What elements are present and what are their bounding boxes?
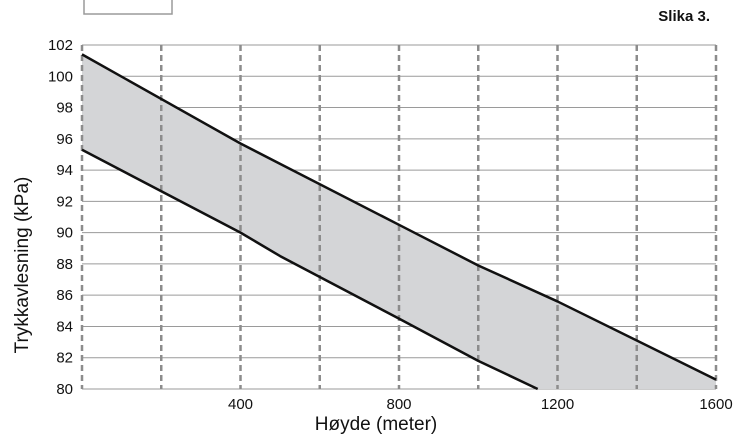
y-axis-tick-labels: 80 82 84 86 88 90 92 94 96 98 100 102 bbox=[48, 37, 73, 398]
x-tick-1200: 1200 bbox=[541, 396, 574, 413]
series-lines bbox=[81, 53, 717, 391]
y-tick-102: 102 bbox=[48, 37, 73, 54]
y-tick-92: 92 bbox=[56, 193, 73, 210]
y-tick-86: 86 bbox=[56, 287, 73, 304]
y-tick-94: 94 bbox=[56, 162, 73, 179]
y-tick-82: 82 bbox=[56, 350, 73, 367]
vertical-gridlines bbox=[80, 45, 718, 389]
y-tick-90: 90 bbox=[56, 225, 73, 242]
upper-bound-line bbox=[81, 53, 717, 381]
y-tick-100: 100 bbox=[48, 68, 73, 85]
x-tick-400: 400 bbox=[228, 396, 253, 413]
legend-box-outline bbox=[83, 0, 173, 15]
x-tick-1600: 1600 bbox=[699, 396, 732, 413]
figure-caption: Slika 3. bbox=[658, 8, 710, 25]
y-tick-98: 98 bbox=[56, 100, 73, 117]
y-axis-label: Trykkavlesning (kPa) bbox=[12, 177, 33, 354]
x-axis-tick-labels: 400 800 1200 1600 bbox=[228, 396, 733, 413]
y-tick-80: 80 bbox=[56, 381, 73, 398]
y-tick-88: 88 bbox=[56, 256, 73, 273]
x-tick-800: 800 bbox=[386, 396, 411, 413]
x-axis-label: Høyde (meter) bbox=[315, 414, 437, 435]
y-tick-96: 96 bbox=[56, 131, 73, 148]
y-tick-84: 84 bbox=[56, 318, 73, 335]
lower-bound-line bbox=[81, 148, 539, 391]
